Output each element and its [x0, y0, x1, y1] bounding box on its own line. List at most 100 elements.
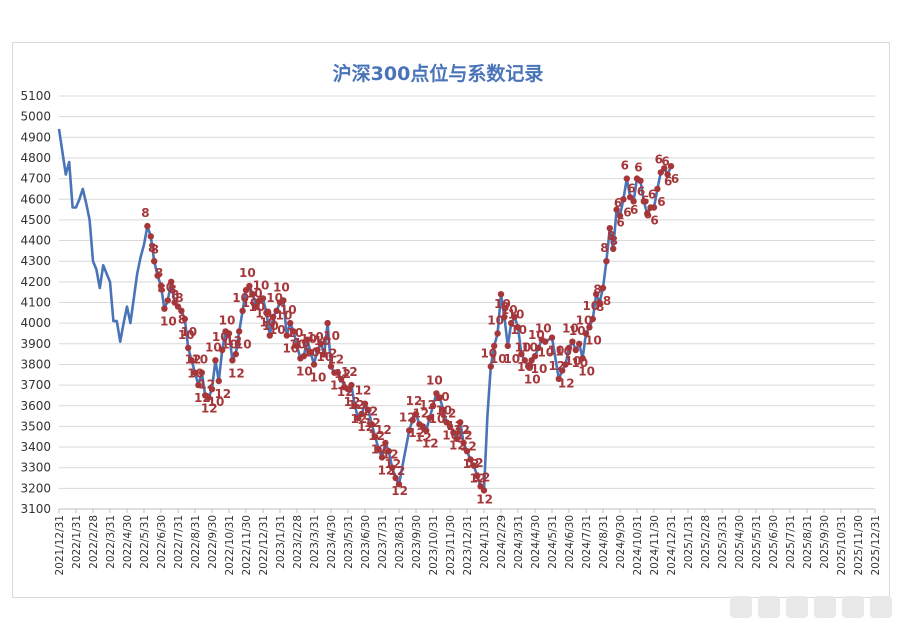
data-point [236, 328, 243, 335]
x-tick-label: 2023/5/31 [343, 515, 355, 569]
x-tick-label: 2022/6/30 [156, 515, 168, 569]
data-point [327, 363, 335, 370]
data-point [637, 177, 644, 184]
data-point [178, 307, 185, 314]
data-point [650, 204, 658, 211]
data-label: 12 [355, 384, 372, 398]
data-label: 12 [422, 437, 439, 451]
x-tick-label: 2025/2/28 [700, 515, 712, 569]
data-point [361, 400, 369, 407]
x-tick-label: 2022/8/31 [190, 515, 202, 569]
data-label: 12 [327, 353, 344, 367]
data-label: 10 [273, 280, 290, 294]
x-tick-label: 2025/1/31 [683, 515, 695, 569]
y-tick-label: 3600 [20, 399, 51, 413]
data-label: 10 [180, 325, 197, 339]
data-point [661, 165, 668, 172]
data-label: 10 [280, 303, 297, 317]
x-tick-label: 2024/11/30 [649, 515, 661, 576]
y-tick-label: 4200 [20, 275, 51, 289]
data-point [599, 284, 607, 292]
data-label: 10 [314, 334, 331, 348]
data-label: 6 [616, 216, 624, 230]
data-label: 12 [382, 448, 399, 462]
data-label: 12 [440, 406, 457, 420]
x-tick-label: 2025/5/31 [751, 515, 763, 569]
y-tick-label: 3800 [20, 357, 51, 371]
data-point [287, 319, 294, 327]
data-point [365, 406, 372, 414]
data-point [321, 350, 328, 358]
data-point [453, 435, 460, 442]
data-label: 6 [641, 194, 649, 208]
data-point [406, 427, 413, 434]
data-label: 10 [246, 287, 263, 301]
x-tick-label: 2024/9/30 [615, 515, 627, 569]
data-label: 10 [487, 314, 504, 328]
y-tick-label: 4100 [20, 296, 51, 310]
data-label: 10 [178, 328, 195, 342]
data-point [212, 357, 219, 364]
y-axis: 3100 3200 3300 3400 3500 3600 3700 3800 3900 4000… [20, 89, 51, 516]
x-tick-label: 2024/12/31 [666, 515, 678, 576]
data-label: 10 [535, 322, 552, 336]
data-label: 8 [155, 266, 163, 280]
x-tick-label: 2024/4/30 [530, 515, 542, 569]
x-tick-label: 2022/2/28 [88, 515, 100, 569]
data-point [188, 357, 195, 364]
data-label: 6 [655, 152, 663, 166]
data-point [531, 353, 539, 360]
x-tick-label: 2025/4/30 [734, 515, 746, 569]
data-label: 12 [474, 470, 491, 484]
data-point [409, 417, 416, 424]
data-point [389, 464, 396, 471]
x-tick-label: 2024/8/31 [598, 515, 610, 569]
data-point [582, 330, 590, 337]
data-label: 10 [480, 347, 497, 361]
data-point [518, 350, 525, 358]
plot-area: 8888810108888101010121210121210101210101… [57, 128, 679, 506]
data-point [368, 421, 375, 428]
data-label: 10 [262, 319, 279, 333]
watermark [692, 594, 892, 618]
x-tick-label: 2024/6/30 [564, 515, 576, 569]
data-point [314, 346, 321, 354]
data-label: 10 [582, 299, 599, 313]
data-label: 10 [524, 373, 541, 387]
x-tick-label: 2024/1/31 [479, 515, 491, 569]
x-tick-label: 2025/9/30 [819, 515, 831, 569]
data-point [548, 334, 556, 341]
data-point [300, 353, 307, 360]
data-point [623, 175, 630, 182]
x-tick-label: 2022/5/31 [139, 515, 151, 569]
data-point [514, 324, 522, 331]
x-tick-label: 2022/1/31 [71, 515, 83, 569]
data-label: 10 [565, 354, 582, 368]
data-point [378, 454, 386, 461]
y-tick-label: 3900 [20, 337, 51, 351]
data-label: 8 [600, 241, 608, 255]
data-label: 10 [578, 364, 595, 378]
data-point [232, 350, 239, 358]
data-point [497, 291, 505, 298]
y-tick-label: 4300 [20, 254, 51, 268]
data-label: 10 [537, 346, 554, 360]
data-point [151, 258, 158, 265]
data-label: 10 [585, 333, 602, 347]
data-point [572, 346, 579, 354]
x-tick-label: 2021/12/31 [54, 515, 66, 576]
x-tick-label: 2024/2/29 [496, 515, 508, 569]
data-label: 10 [300, 332, 317, 346]
data-point [596, 299, 603, 306]
data-point [610, 245, 617, 252]
data-point [457, 419, 464, 426]
data-label: 12 [384, 457, 401, 471]
data-point [559, 367, 566, 374]
y-tick-label: 4700 [20, 172, 51, 186]
x-tick-label: 2023/11/30 [445, 515, 457, 576]
data-label: 12 [415, 430, 432, 444]
data-point [208, 386, 216, 393]
data-point [579, 355, 586, 362]
data-point [613, 206, 620, 213]
data-point [467, 456, 474, 463]
